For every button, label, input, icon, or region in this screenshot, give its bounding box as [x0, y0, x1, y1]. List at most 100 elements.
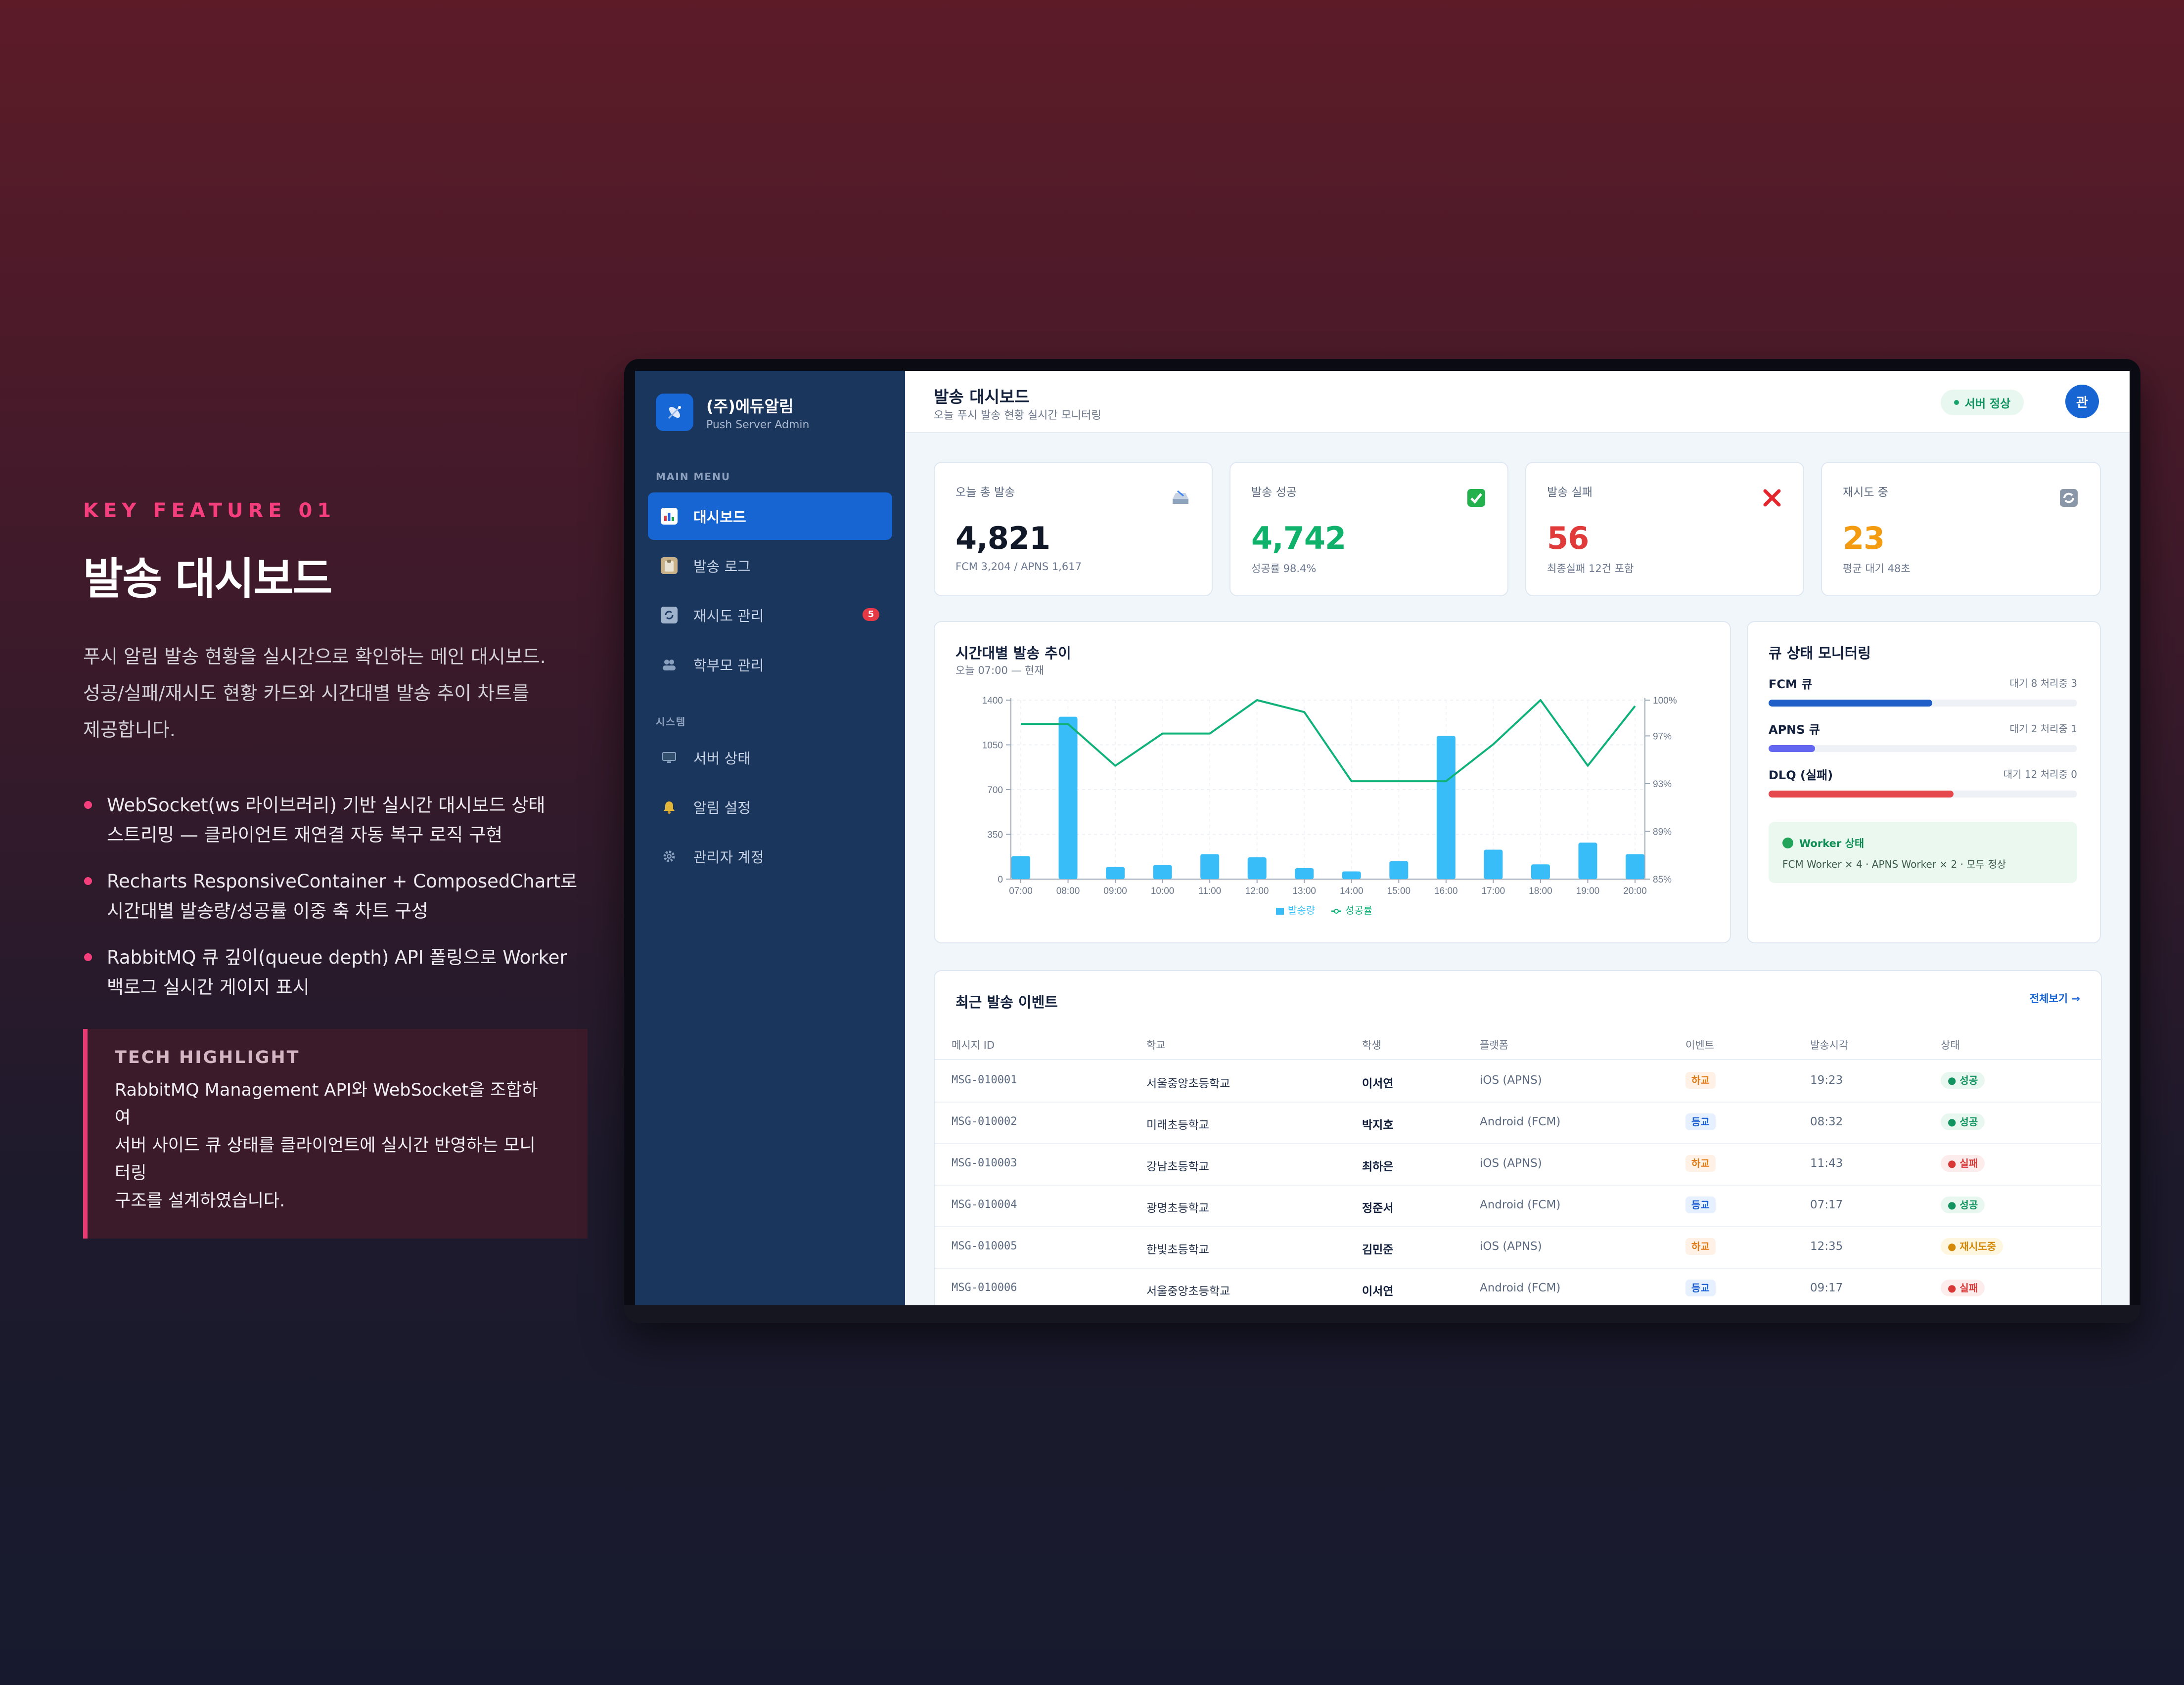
student-cell: 정준서: [1362, 1202, 1394, 1215]
column-header[interactable]: 메시지 ID: [952, 1039, 995, 1051]
brand-subtitle: Push Server Admin: [706, 418, 810, 431]
worker-status-title: Worker 상태: [1782, 836, 1864, 850]
legend-swatch-volume: [1276, 908, 1284, 915]
section-label-system: 시스템: [656, 716, 686, 728]
bullet-line: 시간대별 발송량/성공률 이중 축 차트 구성: [107, 900, 428, 922]
queue-gauge: [1769, 700, 2077, 707]
feature-bullets: WebSocket(ws 라이브러리) 기반 실시간 대시보드 상태 스트리밍 …: [83, 791, 588, 1002]
main-content: 발송 대시보드 오늘 푸시 발송 현황 실시간 모니터링 서버 정상 관 오늘 …: [905, 371, 2130, 1305]
description-line: 푸시 알림 발송 현황을 실시간으로 확인하는 메인 대시보드.: [83, 646, 546, 667]
status-badge: ● 성공: [1941, 1072, 1985, 1089]
table-row[interactable]: MSG-010002 미래초등학교 박지호 Android (FCM) 등교 08:32 ●…: [935, 1102, 2103, 1144]
sidebar-item-server-status[interactable]: 서버 상태: [648, 734, 892, 781]
stat-label: 발송 실패: [1547, 486, 1592, 499]
column-header[interactable]: 이벤트: [1685, 1039, 1714, 1051]
table-row[interactable]: MSG-010001 서울중앙초등학교 이서연 iOS (APNS) 하교 19:23 ● …: [935, 1060, 2103, 1103]
page-subtitle: 오늘 푸시 발송 현황 실시간 모니터링: [934, 409, 1101, 422]
feature-bullet: Recharts ResponsiveContainer + ComposedC…: [83, 867, 588, 926]
sidebar-item-label: 학부모 관리: [693, 657, 764, 674]
table-row[interactable]: MSG-010006 서울중앙초등학교 이서연 Android (FCM) 등교 09:1…: [935, 1268, 2103, 1305]
x-tick-label: 18:00: [1529, 886, 1552, 896]
sidebar-item-send-log[interactable]: 발송 로그: [648, 542, 892, 589]
bar-mark: [1247, 857, 1267, 879]
school-cell: 강남초등학교: [1146, 1160, 1209, 1173]
left-tick-label: 1050: [982, 741, 1003, 751]
event-tag: 등교: [1685, 1113, 1716, 1130]
x-tick-label: 07:00: [1009, 886, 1033, 896]
sidebar-item-label: 서버 상태: [693, 750, 751, 767]
feature-bullet: WebSocket(ws 라이브러리) 기반 실시간 대시보드 상태 스트리밍 …: [83, 791, 588, 850]
feature-bullet: RabbitMQ 큐 깊이(queue depth) API 폴링으로 Work…: [83, 943, 588, 1002]
bell-icon: [661, 798, 678, 815]
message-id-cell: MSG-010002: [952, 1115, 1017, 1128]
sidebar-item-label: 발송 로그: [693, 558, 751, 575]
x-tick-label: 15:00: [1387, 886, 1411, 896]
success-rate-line: [1021, 699, 1636, 783]
queue-meta: 대기 8 처리중 3: [2009, 677, 2077, 689]
left-tick-label: 700: [987, 785, 1003, 796]
message-id-cell: MSG-010001: [952, 1074, 1017, 1086]
column-header[interactable]: 학생: [1362, 1039, 1381, 1051]
platform-cell: iOS (APNS): [1480, 1240, 1542, 1253]
student-cell: 박지호: [1362, 1119, 1394, 1132]
table-row[interactable]: MSG-010003 강남초등학교 최하은 iOS (APNS) 하교 11:43 ● 실패: [935, 1143, 2103, 1186]
status-badge: ● 재시도중: [1941, 1238, 2003, 1255]
column-header[interactable]: 학교: [1146, 1039, 1166, 1051]
brand-title: (주)에듀알림: [706, 397, 794, 416]
stat-card-total: 오늘 총 발송 4,821 FCM 3,204 / APNS 1,617: [934, 462, 1213, 596]
avatar[interactable]: 관: [2065, 385, 2099, 418]
bullet-line: WebSocket(ws 라이브러리) 기반 실시간 대시보드 상태: [107, 795, 546, 816]
message-id-cell: MSG-010006: [952, 1282, 1017, 1294]
tray-icon: [1169, 487, 1192, 509]
queue-gauge-fill: [1769, 791, 1954, 798]
worker-status-box: Worker 상태 FCM Worker × 4 · APNS Worker ×…: [1769, 822, 2077, 883]
queue-gauge: [1769, 745, 2077, 752]
bar-mark: [1484, 849, 1503, 879]
queue-row-apns: APNS 큐 대기 2 처리중 1: [1769, 720, 2077, 752]
x-tick-label: 17:00: [1482, 886, 1505, 896]
column-header[interactable]: 발송시각: [1810, 1039, 1849, 1051]
stat-label: 재시도 중: [1843, 486, 1888, 499]
bar-mark: [1011, 856, 1030, 879]
bar-mark: [1200, 854, 1220, 879]
bar-chart-icon: [661, 508, 678, 525]
hourly-send-chart: 0 350 700 1050 1400 85% 89% 93% 97% 100% 07:00 08:0…: [982, 696, 1677, 916]
queue-name: DLQ (실패): [1769, 768, 1833, 782]
sidebar-item-dashboard[interactable]: 대시보드: [648, 492, 892, 540]
column-header[interactable]: 플랫폼: [1480, 1039, 1508, 1051]
school-cell: 서울중앙초등학교: [1146, 1285, 1230, 1298]
status-badge: ● 성공: [1941, 1197, 1985, 1213]
sidebar-item-parents[interactable]: 학부모 관리: [648, 641, 892, 688]
event-tag: 하교: [1685, 1155, 1716, 1172]
table-header: 메시지 ID 학교 학생 플랫폼 이벤트 발송시각 상태: [935, 1027, 2103, 1060]
platform-cell: iOS (APNS): [1480, 1157, 1542, 1170]
bullet-line: Recharts ResponsiveContainer + ComposedC…: [107, 871, 578, 892]
laptop-base: [624, 1305, 2140, 1323]
feature-panel: KEY FEATURE 01 발송 대시보드 푸시 알림 발송 현황을 실시간으…: [83, 499, 588, 1239]
view-all-link[interactable]: 전체보기 →: [2029, 993, 2080, 1005]
brand[interactable]: (주)에듀알림 Push Server Admin: [656, 394, 809, 431]
satellite-logo-icon: [656, 394, 693, 431]
sidebar-item-admin-accounts[interactable]: 관리자 계정: [648, 833, 892, 880]
queue-name: APNS 큐: [1769, 723, 1820, 737]
x-tick-label: 12:00: [1245, 886, 1269, 896]
column-header[interactable]: 상태: [1941, 1039, 1960, 1051]
send-time-cell: 19:23: [1810, 1074, 1843, 1087]
status-badge: ● 성공: [1941, 1113, 1985, 1130]
sidebar-item-label: 재시도 관리: [693, 608, 764, 624]
x-tick-label: 11:00: [1198, 886, 1221, 896]
green-circle-icon: [1782, 838, 1793, 848]
bar-mark: [1578, 842, 1597, 879]
chart-subtitle: 오늘 07:00 — 현재: [956, 665, 1044, 676]
sidebar-item-notification-settings[interactable]: 알림 설정: [648, 783, 892, 831]
status-dot-icon: [1954, 400, 1959, 405]
bar-mark: [1106, 867, 1125, 879]
stat-card-retrying: 재시도 중 23 평균 대기 48초: [1821, 462, 2101, 596]
stat-subtext: 성공률 98.4%: [1251, 563, 1317, 575]
table-row[interactable]: MSG-010005 한빛초등학교 김민준 iOS (APNS) 하교 12:35 ● 재시…: [935, 1226, 2103, 1269]
student-cell: 이서연: [1362, 1285, 1394, 1298]
sidebar-item-retry[interactable]: 재시도 관리 5: [648, 591, 892, 639]
server-status-label: 서버 정상: [1964, 398, 2011, 410]
table-row[interactable]: MSG-010004 광명초등학교 정준서 Android (FCM) 등교 07:17 ●…: [935, 1185, 2103, 1227]
send-time-cell: 12:35: [1810, 1240, 1843, 1253]
